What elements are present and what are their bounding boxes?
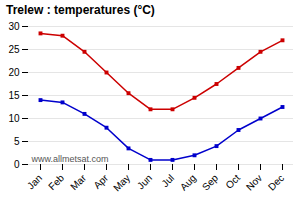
svg-text:Feb: Feb [46,172,66,192]
svg-text:Sep: Sep [200,172,221,193]
svg-text:Mar: Mar [68,172,88,192]
svg-text:Apr: Apr [91,172,110,191]
svg-text:May: May [111,172,132,193]
svg-text:20: 20 [8,67,20,78]
svg-text:Jun: Jun [135,172,154,191]
svg-text:30: 30 [8,21,20,32]
svg-text:25: 25 [8,44,20,55]
svg-text:www.allmetsat.com: www.allmetsat.com [31,154,109,164]
svg-text:Jan: Jan [25,172,44,191]
svg-text:Jul: Jul [159,172,176,189]
svg-text:10: 10 [8,113,20,124]
svg-text:Aug: Aug [178,172,198,192]
svg-text:Nov: Nov [244,172,264,192]
svg-text:15: 15 [8,90,20,101]
html-text:Trelew : temperatures (°C): Trelew : temperatures (°C) [6,3,155,17]
svg-text:0: 0 [14,159,20,170]
svg-text:Oct: Oct [223,172,242,191]
svg-text:5: 5 [14,136,20,147]
svg-text:Dec: Dec [266,172,286,192]
